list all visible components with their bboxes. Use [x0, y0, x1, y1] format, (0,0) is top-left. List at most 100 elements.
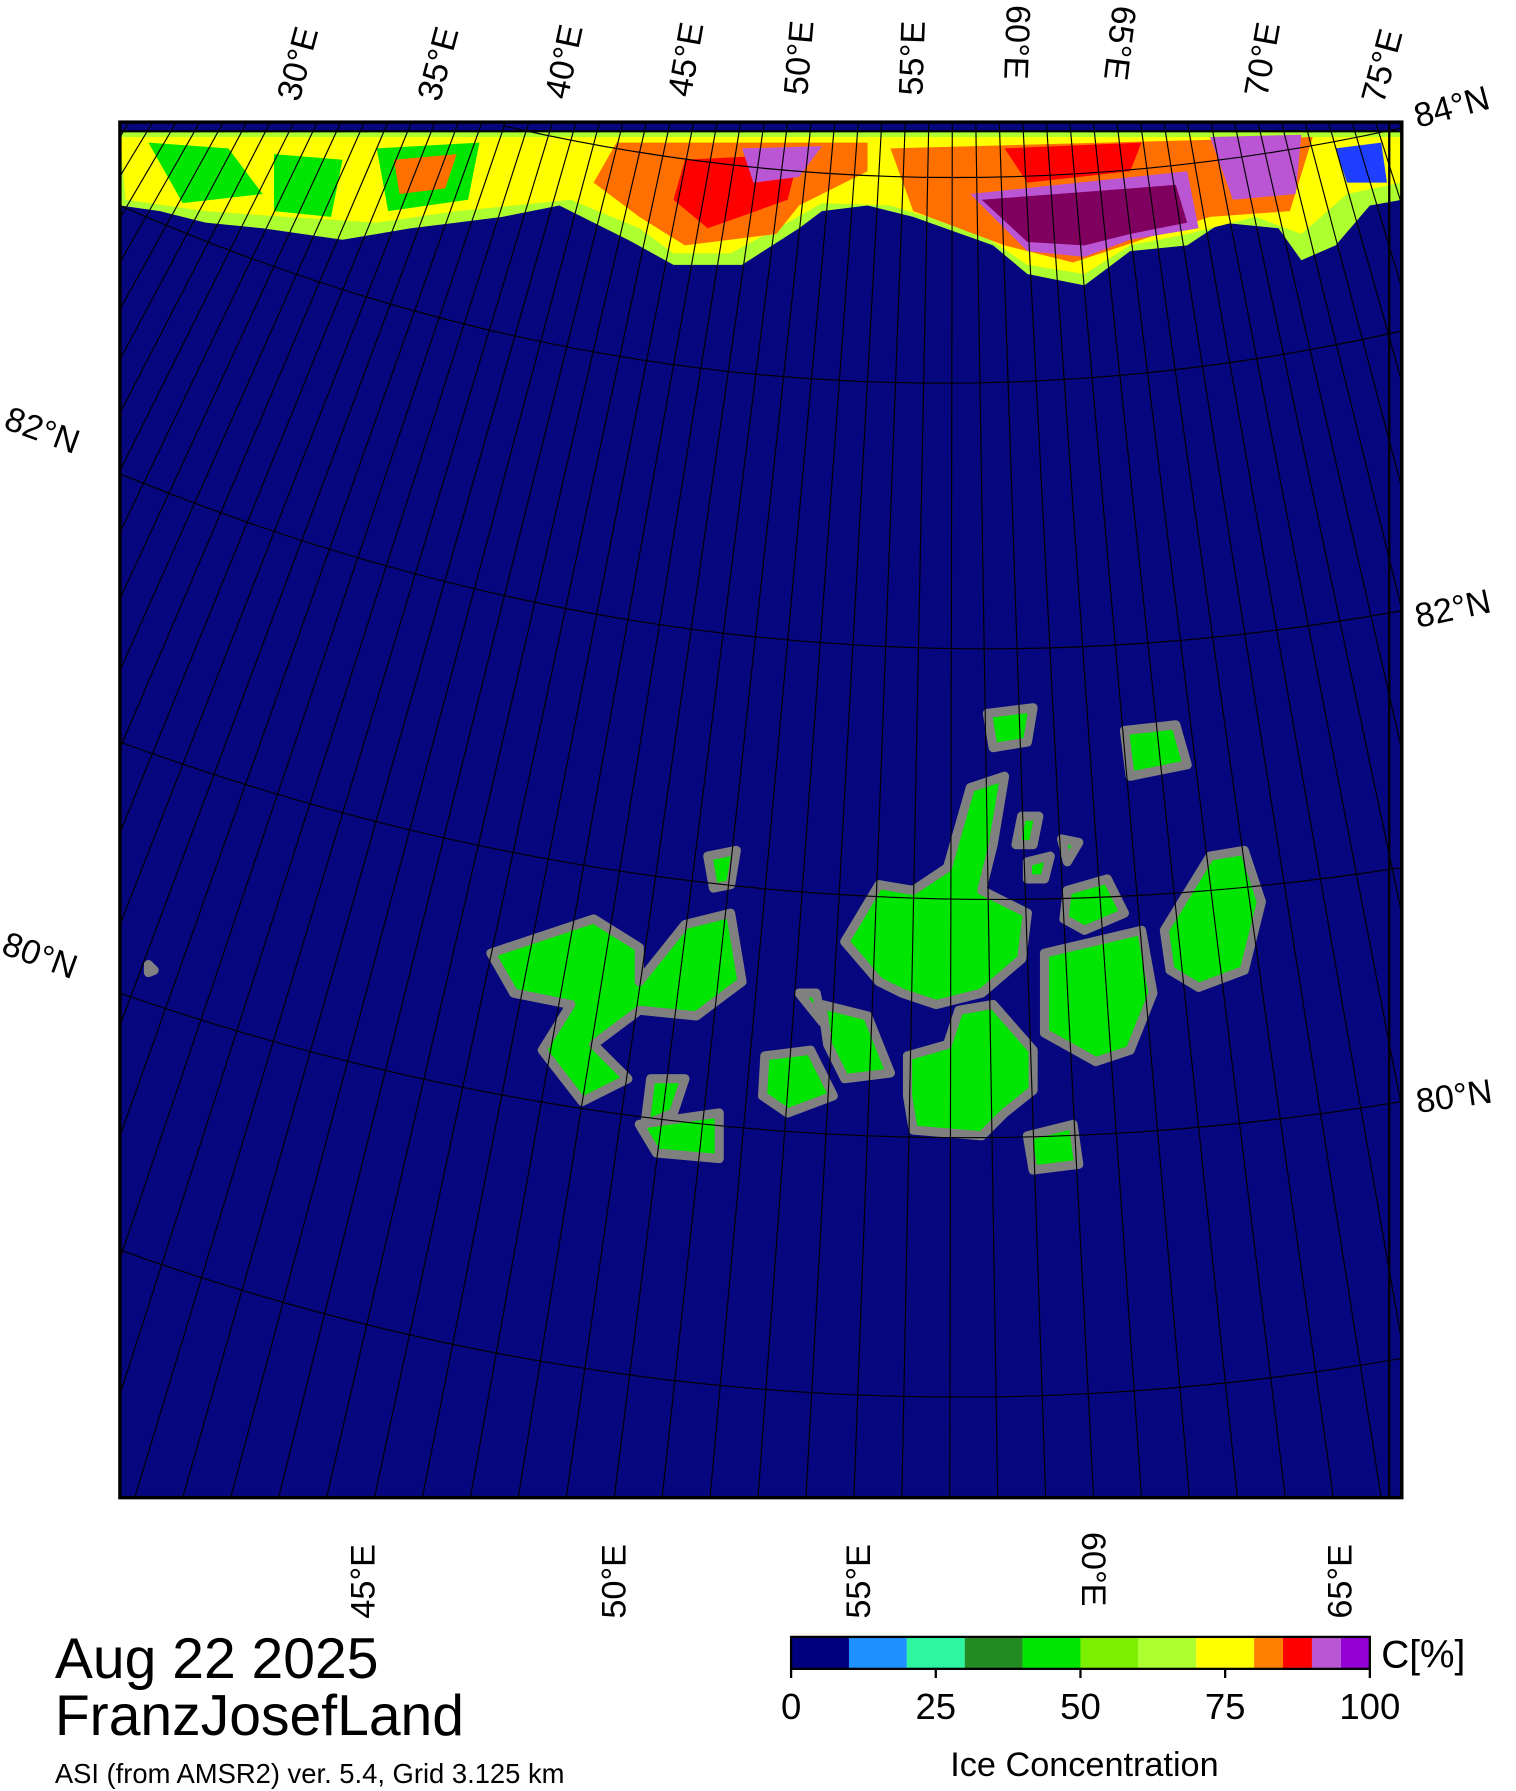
colorbar-swatch — [1283, 1636, 1312, 1669]
colorbar-swatch — [964, 1636, 1023, 1669]
meridian — [661, 122, 812, 1498]
meridian — [119, 122, 389, 750]
ocean — [119, 122, 1402, 1498]
meridian — [1470, 122, 1516, 1497]
meridian — [1116, 122, 1286, 1498]
lon-label: 55°E — [892, 20, 933, 96]
meridian — [709, 122, 836, 1498]
parallel — [502, 125, 1402, 179]
meridian — [901, 122, 930, 1498]
meridian — [0, 122, 12, 1497]
meridian — [0, 122, 59, 1497]
graticule — [0, 122, 1516, 1498]
lon-label: 50°E — [777, 19, 821, 97]
lat-label: 82°N — [0, 400, 84, 462]
lon-label: 40°E — [538, 21, 591, 102]
colorbar-swatch — [1022, 1636, 1081, 1669]
meridian — [1210, 122, 1402, 1112]
meridian — [469, 122, 718, 1498]
meridian — [0, 122, 106, 1497]
meridian — [119, 122, 248, 361]
lat-label: 82°N — [1412, 583, 1495, 636]
meridian — [1069, 122, 1191, 1498]
meridian — [119, 122, 530, 1397]
lon-label: 70°E — [1238, 19, 1288, 99]
colorbar-swatch — [906, 1636, 965, 1669]
meridian — [517, 122, 742, 1498]
colorbar-swatch — [1254, 1636, 1284, 1669]
colorbar: C[%] Ice Concentration 0 25 50 75 100 — [781, 1634, 1465, 1784]
colorbar-swatch — [848, 1636, 907, 1669]
date: Aug 22 2025 — [55, 1627, 379, 1691]
colorbar-tick-label: 100 — [1339, 1686, 1400, 1727]
meridian — [1398, 122, 1402, 133]
colorbar-tick-label: 75 — [1205, 1686, 1246, 1727]
meridian — [230, 122, 601, 1498]
meridian — [119, 122, 483, 1139]
meridian — [1280, 122, 1402, 613]
islands — [143, 703, 1266, 1175]
meridian — [1045, 122, 1143, 1498]
meridian — [949, 122, 953, 1498]
meridian — [119, 122, 460, 1028]
colorbar-swatch — [1138, 1636, 1197, 1669]
meridian — [119, 122, 365, 672]
meridian — [1446, 122, 1516, 1497]
colorbar-unit: C[%] — [1381, 1634, 1465, 1677]
meridian — [975, 122, 999, 1498]
parallel — [119, 1249, 1402, 1398]
lon-label: 60°E — [1074, 1532, 1112, 1607]
colorbar-swatch — [1080, 1636, 1139, 1669]
meridian — [757, 122, 859, 1498]
map-frame — [118, 120, 1404, 1500]
colorbar-swatch — [1311, 1636, 1341, 1669]
colorbar-swatch — [1340, 1636, 1370, 1669]
meridian — [1139, 122, 1334, 1498]
meridian — [119, 122, 436, 927]
colorbar-tick-label: 50 — [1060, 1686, 1101, 1727]
colorbar-tick-label: 0 — [781, 1686, 801, 1727]
meridian — [1022, 122, 1095, 1498]
lat-label: 84°N — [1410, 79, 1494, 136]
meridian — [1257, 122, 1402, 753]
parallel — [119, 473, 1402, 650]
meridian — [119, 122, 130, 139]
meridian — [119, 122, 295, 472]
meridian — [1327, 122, 1402, 384]
meridian — [134, 122, 554, 1498]
lon-label: 30°E — [270, 23, 326, 105]
meridian — [373, 122, 671, 1498]
colorbar-swatch — [1196, 1636, 1255, 1669]
meridian — [1493, 122, 1516, 1497]
source: ASI (from AMSR2) ver. 5.4, Grid 3.125 km — [55, 1758, 565, 1789]
colorbar-title: Ice Concentration — [950, 1746, 1218, 1784]
lon-label: 35°E — [411, 23, 467, 105]
meridian — [119, 122, 342, 601]
colorbar-swatch — [791, 1636, 849, 1669]
lon-label: 65°E — [1322, 1544, 1360, 1619]
lon-label: 55°E — [840, 1544, 878, 1619]
parallel — [119, 741, 1402, 900]
meridian — [998, 122, 1047, 1498]
top-labels: 30°E 35°E 40°E 45°E 50°E 55°E 60°E 65°E … — [0, 4, 1495, 1619]
colorbar-tick-label: 25 — [915, 1686, 956, 1727]
meridian — [0, 122, 35, 1497]
meridian — [1423, 122, 1516, 1497]
meridian — [805, 122, 883, 1498]
region: FranzJosefLand — [55, 1684, 464, 1748]
meridian — [182, 122, 577, 1498]
meridian — [119, 122, 412, 835]
meridian — [853, 122, 906, 1498]
meridian — [119, 122, 271, 415]
meridian — [1163, 122, 1382, 1498]
parallel — [119, 992, 1402, 1139]
parallel — [119, 204, 1402, 384]
meridian — [278, 122, 624, 1498]
lon-label: 50°E — [596, 1544, 634, 1619]
lon-label: 65°E — [1096, 4, 1143, 83]
meridian — [613, 122, 789, 1498]
meridian — [421, 122, 695, 1498]
lat-label: 80°N — [0, 925, 82, 987]
lon-label: 45°E — [344, 1544, 382, 1619]
